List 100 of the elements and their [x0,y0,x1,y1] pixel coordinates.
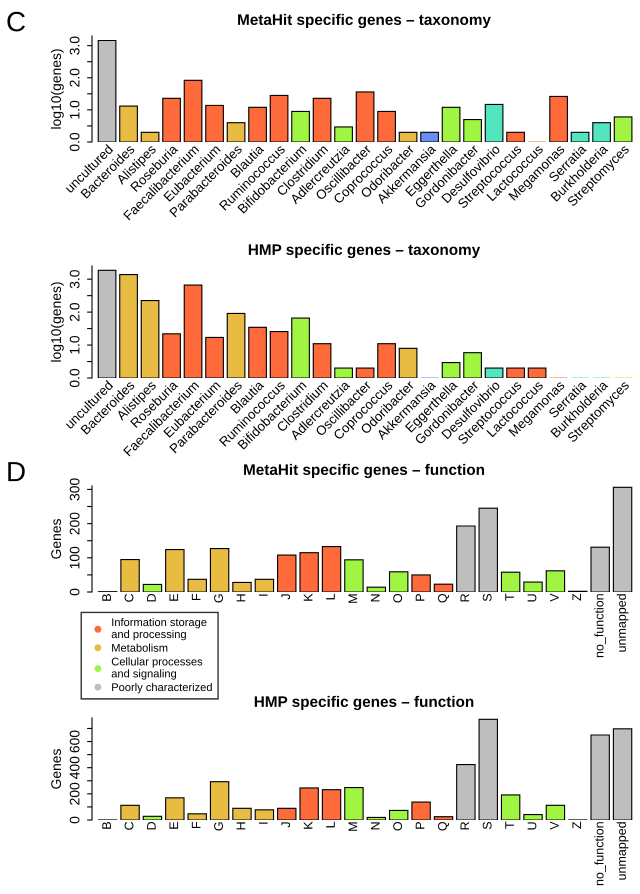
bar [549,96,568,142]
bar [270,94,288,142]
y-tick-label: 1.0 [70,336,80,354]
y-axis-title: Genes [51,749,62,789]
bar [248,326,267,378]
x-tick-label: O [393,594,402,603]
bar [226,122,246,142]
y-tick-label: 1.0 [70,100,80,118]
x-tick-label: N [370,822,380,830]
bar [590,546,610,592]
bar [344,559,364,592]
bar [456,525,476,592]
x-tick-label: G [214,594,223,602]
y-tick-label: 0 [70,816,80,824]
x-tick-label: N [370,594,380,602]
y-tick-label: 100 [70,546,80,568]
bar [592,122,611,142]
x-tick-label: L [326,594,335,600]
bar [232,808,252,820]
bar [119,105,138,142]
x-tick-label: C [124,594,134,602]
x-tick-label: F [192,594,200,600]
x-tick-label: K [304,822,312,829]
x-tick-label: Z [572,822,582,829]
bar [356,91,374,142]
bar [254,578,274,592]
bar [98,270,116,378]
bar [506,132,525,142]
bar [165,549,185,592]
bar [205,104,224,142]
bar [478,718,498,820]
bar [334,368,353,378]
bar [463,118,482,142]
y-tick-label: 300 [70,478,80,500]
x-tick-label: H [236,822,246,830]
bar [356,368,374,378]
x-tick-label: J [281,594,290,600]
bar [120,804,140,820]
bar [119,274,138,378]
x-tick-label: S [482,594,492,602]
x-tick-label: no_function [594,594,606,658]
bar [184,80,202,142]
bar [411,802,431,820]
y-axis-title: log10(genes) [50,49,64,129]
y-tick-label: 600 [70,730,80,752]
x-tick-label: U [528,594,536,602]
x-tick-label: J [281,822,290,828]
chart-title: HMP specific genes – taxonomy [248,244,480,258]
y-tick-label: 0 [70,588,80,596]
x-tick-label: U [528,822,536,830]
bar [299,552,319,592]
y-tick-label: 200 [70,512,80,534]
bar [270,331,288,378]
bar [98,40,116,142]
bar [277,554,296,592]
y-tick-label: 3.0 [70,36,80,55]
bar [377,110,396,142]
bar [590,734,610,820]
x-tick-label: I [259,822,268,824]
chart-title: MetaHit specific genes – taxonomy [238,14,491,28]
bar [140,300,160,378]
bar [291,110,310,142]
text: D [8,462,25,482]
x-tick-label: M [348,822,358,831]
chart-title: MetaHit specific genes – function [244,464,484,478]
x-tick-label: Q [438,822,450,831]
x-tick-label: M [348,594,358,603]
x-tick-label: P [416,594,424,601]
bar [210,781,230,820]
x-tick-label: R [460,594,470,602]
legend-label: Metabolism [112,644,168,652]
bar [162,98,181,142]
bar [484,104,504,142]
x-tick-label: R [460,822,470,830]
x-tick-label: G [214,822,223,830]
bar [500,572,520,592]
text: C [7,12,25,32]
bar [484,368,504,378]
bar [322,546,342,592]
bar [291,317,310,378]
bar [614,116,632,142]
bar [411,574,431,592]
bar [120,558,140,592]
bar [344,787,364,820]
legend-label: Information storage and processing [112,618,206,640]
y-axis-title: log10(genes) [50,282,64,362]
bar [366,816,386,820]
chart-title: HMP specific genes – function [254,696,474,710]
x-tick-label: T [505,822,514,829]
bar [187,578,207,592]
x-tick-label: C [124,822,134,830]
bar [322,789,342,820]
bar [398,132,418,142]
bar [506,368,525,378]
bar [366,586,386,592]
x-tick-label: unmapped [616,594,628,652]
x-tick-label: H [236,594,246,602]
bar [334,126,353,142]
bar [165,797,185,820]
bar [184,284,202,378]
